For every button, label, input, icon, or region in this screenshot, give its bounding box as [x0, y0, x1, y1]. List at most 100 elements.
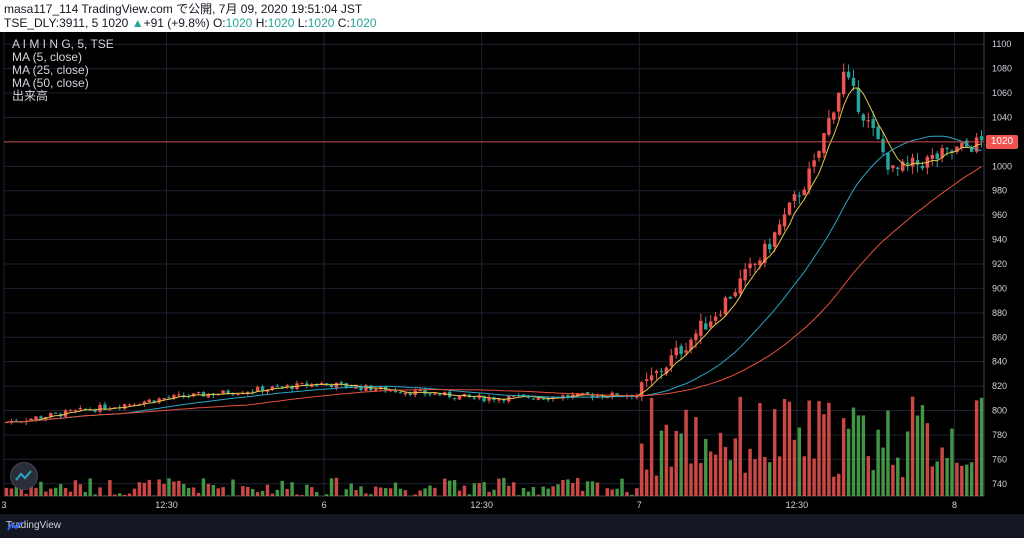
candle-body [807, 168, 811, 190]
volume-bar [334, 477, 339, 496]
candle-body [541, 398, 545, 400]
candle-body [950, 150, 954, 153]
volume-bar [196, 492, 201, 496]
ma25-line [6, 135, 982, 423]
candle-body [29, 418, 33, 421]
x-tick-label: 12:30 [470, 500, 493, 510]
volume-bar [753, 459, 757, 496]
volume-bar [748, 448, 752, 496]
candle-body [901, 161, 905, 171]
y-tick-label: 840 [992, 357, 1007, 367]
volume-bar [157, 479, 161, 496]
price-change: +91 (+9.8%) [143, 16, 210, 30]
volume-bar [704, 438, 708, 496]
legend-ma5[interactable]: MA (5, close) [12, 50, 83, 64]
volume-bar [684, 409, 688, 496]
volume-bar [901, 477, 905, 496]
candle-body [275, 385, 280, 387]
volume-bar [236, 495, 240, 496]
candle-body [526, 396, 531, 398]
candle-body [969, 148, 974, 152]
y-tick-label: 760 [992, 454, 1007, 464]
candle-body [477, 395, 481, 399]
volume-bar [250, 488, 255, 496]
volume-bar [507, 485, 511, 496]
legend-volume[interactable]: 出来高 [12, 89, 49, 103]
y-tick-label: 920 [992, 259, 1007, 269]
candle-body [68, 410, 73, 412]
candle-body [659, 370, 664, 372]
volume-bar [324, 494, 329, 496]
candle-body [122, 404, 127, 409]
volume-bar [526, 491, 531, 496]
candle-body [511, 395, 516, 397]
volume-bar [832, 476, 836, 496]
publish-info: masa117_114 TradingView.com で公開, 7月 09, … [4, 2, 363, 16]
volume-bar [246, 486, 250, 496]
candle-body [945, 148, 949, 150]
x-tick-label: 6 [322, 500, 327, 510]
volume-bar [974, 400, 979, 496]
candle-body [654, 371, 659, 374]
volume-bar [758, 403, 762, 496]
candle-body [733, 292, 738, 297]
candle-body [669, 355, 674, 367]
volume-bar [152, 495, 156, 496]
candle-body [34, 416, 38, 420]
candle-body [935, 153, 939, 160]
candle-body [472, 397, 477, 399]
volume-bar [447, 480, 452, 496]
volume-bar [822, 414, 826, 496]
tradingview-logo[interactable]: TradingView [6, 520, 61, 531]
volume-bar [561, 480, 565, 496]
volume-bar [891, 464, 895, 496]
y-tick-label: 800 [992, 406, 1007, 416]
chart-area[interactable]: 740 760 780 800 820 840 860 880 900 920 940 960 980 1… [0, 32, 1024, 514]
volume-bar [777, 456, 782, 496]
volume-bar [915, 415, 920, 496]
last-price-tag: 1020 [986, 134, 1018, 149]
volume-bar [846, 428, 851, 496]
candle-body [226, 390, 230, 394]
volume-bar [649, 397, 654, 496]
close-label: C: [337, 16, 350, 30]
legend-ma50[interactable]: MA (50, close) [12, 76, 89, 90]
y-tick-label: 820 [992, 381, 1007, 391]
volume-bar [571, 483, 575, 496]
volume-bar [34, 487, 38, 496]
candle-body [103, 404, 107, 410]
volume-bar [630, 494, 634, 496]
candle-body [822, 133, 826, 154]
volume-bar [260, 490, 265, 496]
volume-bar [221, 487, 225, 496]
volume-bar [935, 461, 939, 496]
volume-bar [231, 479, 235, 496]
volume-bar [443, 478, 447, 496]
candle-body [718, 314, 723, 316]
volume-bar [802, 456, 806, 496]
price-chart[interactable]: 740 760 780 800 820 840 860 880 900 920 940 960 980 1… [0, 32, 1024, 514]
volume-bar [98, 487, 102, 496]
volume-bar [782, 398, 787, 496]
candle-body [837, 92, 841, 112]
volume-bar [738, 396, 742, 496]
candle-body [738, 278, 742, 294]
candle-body [393, 389, 398, 393]
volume-bar [659, 430, 664, 496]
candle-body [940, 148, 944, 158]
candle-body [753, 263, 757, 265]
legend-ma25[interactable]: MA (25, close) [12, 63, 89, 77]
candle-body [280, 386, 284, 388]
candle-body [758, 260, 762, 266]
candle-body [290, 386, 294, 389]
candle-body [39, 416, 43, 419]
candle-body [891, 165, 895, 169]
volume-bar [841, 418, 846, 496]
volume-bar [118, 493, 122, 496]
y-tick-label: 960 [992, 210, 1007, 220]
candle-body [452, 397, 457, 399]
volume-bar [122, 494, 127, 496]
volume-bar [768, 462, 772, 496]
tradingview-badge-icon[interactable] [10, 462, 38, 490]
volume-bar [186, 487, 191, 496]
